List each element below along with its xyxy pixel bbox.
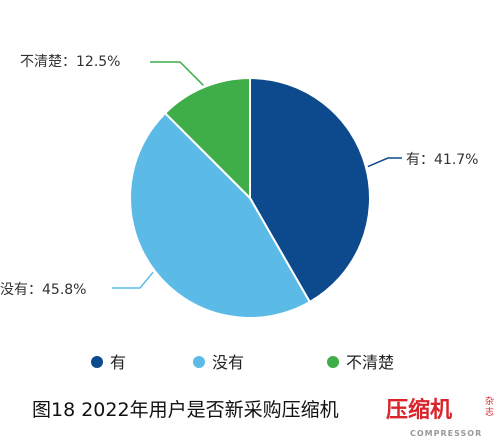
watermark-side-char-2: 志 — [485, 406, 494, 418]
legend-label-have: 有 — [110, 353, 126, 372]
leader-lines — [112, 61, 402, 289]
legend-item-unclear: 不清楚 — [327, 353, 394, 372]
watermark-side-char-1: 杂 — [485, 396, 494, 407]
legend-label-no: 没有 — [212, 353, 244, 372]
legend-marker-no — [193, 356, 205, 368]
legend-marker-have — [91, 356, 103, 368]
leader-line-no — [112, 271, 154, 289]
figure-caption: 图18 2022年用户是否新采购压缩机 — [32, 399, 339, 421]
data-label-no: 没有：45.8% — [0, 282, 86, 298]
data-label-have: 有：41.7% — [406, 152, 478, 168]
legend-marker-unclear — [327, 356, 339, 368]
watermark-logo-text: 压缩机 — [386, 397, 452, 423]
legend-item-no: 没有 — [193, 353, 244, 372]
pie-slices — [129, 76, 371, 319]
legend-item-have: 有 — [91, 353, 126, 372]
publisher-watermark: 压缩机 COMPRESSOR 杂 志 — [386, 396, 497, 438]
watermark-subtitle: COMPRESSOR — [410, 429, 482, 438]
leader-line-have — [367, 157, 402, 168]
legend: 有 没有 不清楚 — [91, 353, 394, 372]
pie-slice-unclear — [163, 76, 251, 201]
leader-line-unclear — [150, 61, 204, 86]
data-label-unclear: 不清楚：12.5% — [20, 54, 120, 70]
watermark-side-text: 杂 志 — [485, 396, 497, 418]
pie-slice-no — [129, 111, 312, 319]
pie-slice-have — [249, 76, 371, 304]
legend-label-unclear: 不清楚 — [346, 353, 394, 372]
